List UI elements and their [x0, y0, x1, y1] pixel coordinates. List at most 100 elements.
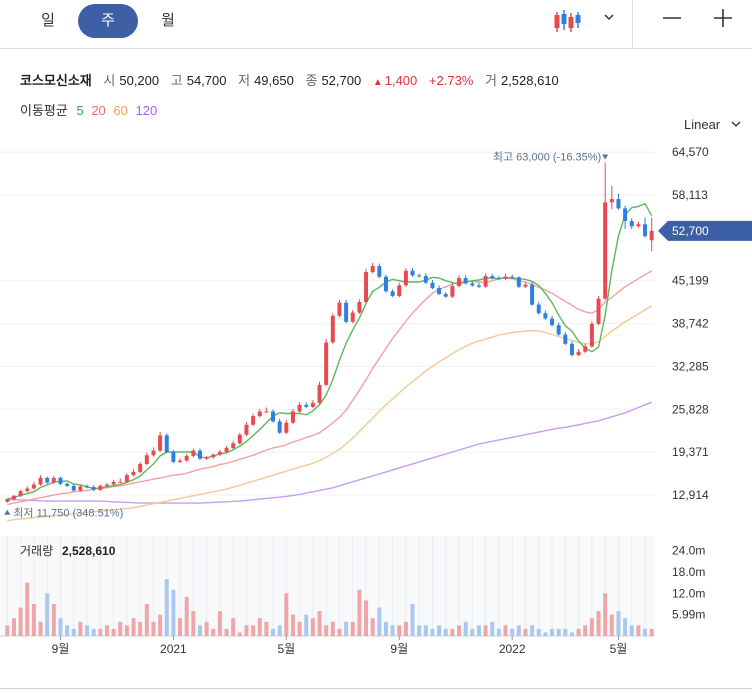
volume-bar — [503, 625, 508, 636]
min-price-annotation: 최저 11,750 (348.51%) — [13, 507, 123, 520]
candle-body — [71, 485, 76, 491]
volume-bar — [616, 611, 621, 636]
candle-body — [237, 434, 242, 444]
candle-body — [171, 451, 176, 462]
candle-body — [138, 463, 143, 472]
candle-body — [290, 411, 295, 423]
volume-bar — [304, 614, 309, 636]
volume-tick-label: 5.99m — [672, 608, 705, 622]
volume-bar — [18, 607, 23, 636]
x-tick-label: 5월 — [277, 642, 295, 656]
volume-title-value: 2,528,610 — [62, 544, 116, 558]
volume-bar — [383, 621, 388, 636]
price-tick-label: 19,371 — [672, 445, 709, 459]
candle-body — [463, 278, 468, 284]
candle-body — [197, 450, 202, 459]
ma20-line — [7, 270, 653, 506]
chart-grid — [0, 151, 655, 496]
candle-body — [609, 199, 614, 203]
zoom-out-icon[interactable] — [660, 6, 684, 30]
chevron-down-icon[interactable] — [598, 6, 620, 28]
chevron-down-icon — [731, 121, 741, 127]
candle-body — [450, 286, 455, 297]
candle-body — [271, 411, 276, 422]
volume-bar — [184, 596, 189, 636]
volume-bar — [124, 625, 129, 636]
volume-bar — [390, 625, 395, 636]
volume-bar — [237, 632, 242, 636]
candle-body — [11, 495, 16, 500]
volume-bar — [483, 625, 488, 636]
stock-chart[interactable]: 64,570 58,113 45,199 38,742 32,285 25,828 19,3… — [0, 130, 752, 670]
volume-bar — [516, 625, 521, 636]
candle-body — [490, 276, 495, 279]
candle-body — [91, 487, 96, 490]
candle-body — [104, 484, 109, 486]
volume-bar — [550, 628, 555, 636]
volume-bar — [536, 628, 541, 636]
scale-mode-dropdown[interactable]: Linear — [684, 117, 742, 132]
candle-body — [523, 284, 528, 287]
volume-bar — [576, 628, 581, 636]
candle-body — [38, 477, 43, 485]
candle-body — [576, 351, 581, 356]
candle-body — [457, 278, 462, 287]
current-price-badge — [658, 220, 752, 241]
volume-bar — [91, 628, 96, 636]
volume-bar — [523, 628, 528, 636]
open-label: 시 — [103, 73, 116, 88]
current-price-label: 52,700 — [672, 224, 709, 238]
candle-body — [124, 475, 129, 482]
ma60-line — [7, 305, 653, 522]
volume-title: 거래량 — [20, 544, 53, 558]
volume-bar — [470, 628, 475, 636]
volume-bar — [530, 625, 535, 636]
volume-bar — [297, 621, 302, 636]
volume-bar — [476, 625, 481, 636]
candle-body — [264, 411, 269, 413]
tab-day[interactable]: 일 — [41, 12, 55, 29]
candle-body — [144, 455, 149, 464]
candle-body — [277, 421, 282, 433]
candlestick-chart-type-icon[interactable] — [550, 4, 586, 38]
volume-bar — [197, 625, 202, 636]
volume-bar — [463, 621, 468, 636]
volume-bar — [310, 618, 315, 636]
candle-body — [178, 460, 183, 462]
volume-bar — [490, 621, 495, 636]
volume-bar — [5, 625, 10, 636]
toolbar-divider — [632, 0, 633, 48]
min-marker-icon — [4, 509, 11, 515]
volume-bar — [144, 604, 149, 636]
candle-body — [583, 346, 588, 352]
volume-bar — [556, 628, 561, 636]
volume-bar — [344, 621, 349, 636]
tab-month[interactable]: 월 — [161, 12, 175, 29]
candle-body — [476, 285, 481, 287]
moving-average-lines — [7, 202, 653, 522]
volume-bar — [138, 621, 143, 636]
volume-bar — [629, 625, 634, 636]
candle-body — [330, 315, 335, 343]
close-label: 종 — [305, 73, 318, 88]
candle-body — [211, 454, 216, 458]
volume-bar — [104, 625, 109, 636]
volume-bar — [38, 621, 43, 636]
volume-bar — [211, 628, 216, 636]
price-tick-label: 25,828 — [672, 402, 709, 416]
price-tick-label: 12,914 — [672, 488, 709, 502]
tab-week[interactable]: 주 — [78, 4, 138, 38]
volume-bar — [569, 632, 574, 636]
volume-bar — [264, 621, 269, 636]
volume-bar — [603, 593, 608, 636]
volume-bar — [583, 625, 588, 636]
change-value: 1,400 — [384, 73, 418, 88]
candle-body — [111, 481, 116, 485]
volume-bar — [330, 621, 335, 636]
volume-label: 거 — [484, 73, 497, 88]
zoom-in-icon[interactable] — [711, 6, 735, 30]
candle-body — [251, 416, 256, 425]
candle-body — [536, 304, 541, 314]
volume-tick-label: 12.0m — [672, 586, 705, 600]
candle-body — [470, 283, 475, 286]
